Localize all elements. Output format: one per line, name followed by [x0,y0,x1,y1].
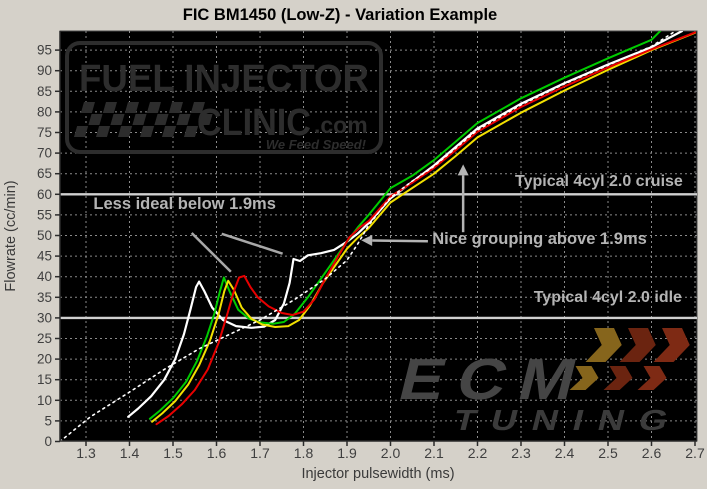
checkered-flag-icon [73,102,213,137]
reference-lines [60,193,697,320]
series-green [148,31,662,420]
ecm-watermark-line2: TUNING [450,404,686,436]
x-tick-label: 2.3 [511,445,531,461]
annotation-pointer-line [221,232,284,255]
annotation-pointer-line [190,232,232,273]
ecm-arrow-lower [603,366,633,390]
annotation-text: Nice grouping above 1.9ms [432,230,647,248]
series-yellow [151,31,696,423]
ecm-watermark-line1: ECM [393,348,597,412]
series-dotted-reference [60,31,677,441]
y-tick-label: 75 [37,125,52,140]
annotation-arrowhead [457,164,469,176]
x-tick-label: 1.5 [163,445,183,461]
y-tick-label: 65 [37,166,52,181]
reference-line-label: Typical 4cyl 2.0 idle [534,289,682,306]
x-tick-label: 2.0 [381,445,401,461]
flag-square [117,126,133,137]
flag-square [124,102,140,113]
x-axis-title: Injector pulsewidth (ms) [301,466,454,482]
flag-square [183,126,199,137]
y-tick-label: 20 [37,352,52,367]
x-tick-label: 1.4 [120,445,140,461]
x-tick-label: 1.6 [207,445,227,461]
y-tick-label: 0 [44,434,52,449]
y-tick-label: 70 [37,146,52,161]
axes: 1.3 1.4 1.5 1.6 1.7 1.8 1.9 2.0 2.1 2.2 2.3 2.4 2.5 2… [37,31,705,461]
data-series [60,31,696,441]
chart-title: FIC BM1450 (Low-Z) - Variation Example [183,6,497,24]
x-tick-label: 2.2 [468,445,488,461]
y-tick-label: 10 [37,393,52,408]
series-red [155,31,696,426]
ecm-arrows-icon [569,328,690,390]
ecm-tuning-watermark: ECM TUNING [393,328,690,437]
fic-watermark-line1: FUEL INJECTOR [79,58,369,100]
fic-watermark-tagline: We Feed Speed! [266,137,367,152]
annotation-arrowhead [361,234,373,246]
ecm-arrow-upper [619,328,656,362]
flag-square [88,114,103,125]
flag-square [80,102,95,113]
flag-square [132,114,147,125]
fic-watermark-dotcom: .com [314,112,368,138]
y-tick-label: 90 [37,63,52,78]
ecm-arrow-flash [603,328,656,390]
x-tick-label: 2.6 [642,445,662,461]
reference-line-label: Typical 4cyl 2.0 cruise [515,173,683,190]
ecm-arrow-lower [637,366,667,390]
ecm-arrow-flash [569,328,622,390]
x-tick-label: 2.4 [555,445,575,461]
y-tick-label: 45 [37,249,52,264]
flag-square [102,102,117,113]
y-tick-label: 15 [37,372,52,387]
y-tick-label: 60 [37,187,52,202]
y-tick-label: 95 [37,43,52,58]
flag-square [161,126,177,137]
y-axis-title: Flowrate (cc/min) [3,180,19,291]
annotation-arrow-line [372,239,428,243]
y-tick-label: 35 [37,290,52,305]
y-tick-label: 80 [37,104,52,119]
flag-square [139,126,155,137]
y-tick-label: 40 [37,269,52,284]
flag-square [73,126,89,137]
flag-square [146,102,162,113]
flag-square [176,114,191,125]
x-tick-label: 1.9 [337,445,357,461]
y-tick-label: 5 [44,413,52,428]
x-tick-label: 1.3 [76,445,96,461]
x-tick-label: 1.7 [250,445,270,461]
y-tick-label: 85 [37,84,52,99]
ecm-arrow-lower [569,366,599,390]
flag-square [168,102,184,113]
y-tick-label: 50 [37,228,52,243]
ecm-arrow-upper [585,328,622,362]
x-tick-label: 2.7 [685,445,705,461]
ecm-arrow-upper [653,328,690,362]
fic-watermark-border [65,41,383,154]
x-tick-label: 2.5 [598,445,618,461]
y-tick-label: 30 [37,310,52,325]
y-tick-label: 55 [37,207,52,222]
x-tick-label: 1.8 [294,445,314,461]
series-white [127,31,684,418]
flag-square [154,114,169,125]
flag-square [198,114,213,125]
ecm-arrow-flash [637,328,690,390]
fuel-injector-clinic-watermark: FUEL INJECTOR CLINIC .com We Feed Speed! [65,41,383,154]
flag-square [110,114,125,125]
annotation-text: Less ideal below 1.9ms [93,195,276,213]
x-tick-label: 2.1 [424,445,444,461]
annotations: Typical 4cyl 2.0 cruise Typical 4cyl 2.0 … [93,164,683,306]
fic-watermark-line2: CLINIC [197,102,311,144]
y-tick-label: 25 [37,331,52,346]
flag-square [95,126,111,137]
flag-square [190,102,206,113]
